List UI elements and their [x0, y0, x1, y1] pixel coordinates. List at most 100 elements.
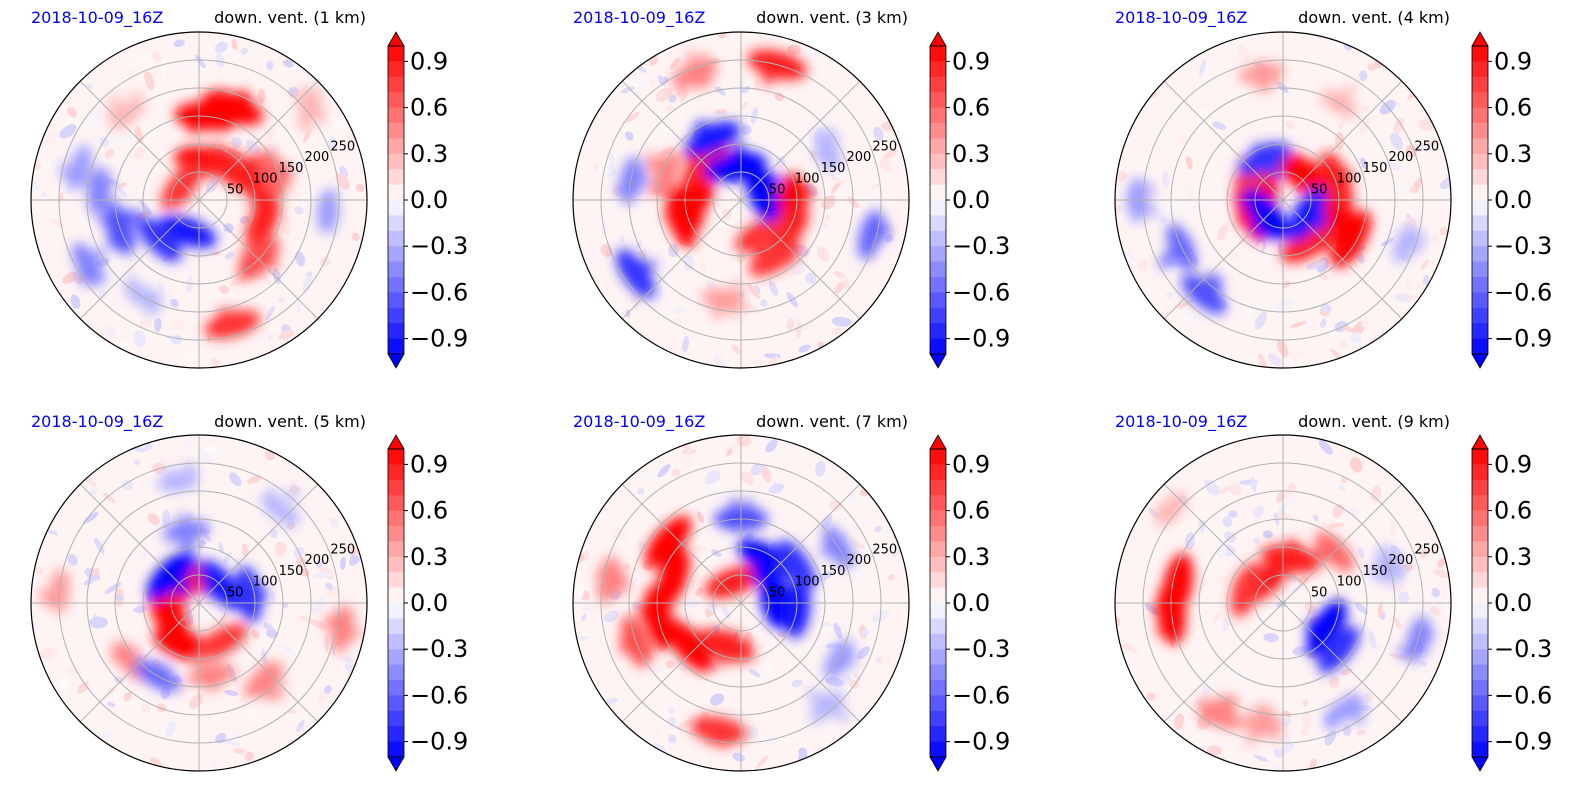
data-blob-fragment [705, 186, 715, 203]
texture-speckle [282, 602, 288, 609]
colorbar-segment [388, 710, 404, 727]
texture-speckle [1361, 105, 1370, 113]
texture-speckle [832, 168, 847, 180]
data-blob-fragment [269, 486, 277, 502]
colorbar-segment [930, 92, 946, 109]
texture-speckle [582, 158, 590, 166]
colorbar-segment [388, 479, 404, 496]
texture-speckle [90, 485, 98, 495]
texture-speckle [739, 101, 749, 111]
data-blob [644, 515, 692, 568]
texture-speckle [1389, 521, 1397, 536]
texture-speckle [1356, 729, 1366, 736]
texture-speckle [217, 613, 230, 625]
colorbar-segment [388, 618, 404, 635]
data-blob-fragment [173, 556, 193, 567]
texture-speckle [192, 607, 198, 620]
texture-speckle [1237, 45, 1250, 61]
colorbar-segment [388, 541, 404, 558]
data-blob-fragment [126, 273, 134, 293]
texture-speckle [671, 468, 680, 477]
data-blob-fragment [763, 69, 773, 86]
texture-speckle [67, 107, 78, 118]
colorbar-tick-label: 0.0 [952, 589, 990, 617]
colorbar-segment [1472, 107, 1488, 124]
colorbar-segment [1472, 741, 1488, 758]
colorbar-extend-high [1471, 434, 1489, 450]
texture-speckle [657, 464, 671, 478]
data-blob-fragment [261, 219, 274, 234]
texture-speckle [1306, 260, 1325, 270]
angular-grid-line [198, 483, 319, 604]
colorbar-segment [388, 138, 404, 155]
texture-speckle [1398, 185, 1408, 194]
colorbar-tick-label: 0.6 [1494, 497, 1532, 525]
texture-speckle [329, 518, 339, 527]
texture-speckle [874, 525, 882, 533]
texture-speckle [247, 475, 262, 485]
data-blob-fragment [1253, 721, 1265, 733]
angular-grid-line [1282, 80, 1403, 201]
colorbar-segment [930, 495, 946, 512]
texture-speckle [646, 667, 666, 673]
angular-grid-line [621, 602, 742, 723]
data-blob-fragment [258, 682, 272, 699]
data-blob-fragment [1396, 648, 1412, 659]
data-blob-fragment [1342, 84, 1356, 97]
data-blob-fragment [227, 322, 243, 330]
texture-speckle [711, 72, 729, 87]
data-blob [261, 493, 296, 524]
data-blob-fragment [1410, 637, 1430, 651]
colorbar-segment [1472, 215, 1488, 232]
texture-speckle [750, 107, 758, 124]
data-blob-fragment [785, 592, 800, 609]
colorbar-segment [930, 338, 946, 355]
colorbar-tick-label: −0.9 [952, 728, 1010, 756]
data-blob [158, 215, 217, 248]
data-blob-fragment [206, 567, 218, 578]
texture-speckle [83, 576, 97, 586]
radial-tick-label: 250 [872, 542, 897, 557]
colorbar-segment [388, 464, 404, 481]
panel-6: 2018-10-09_16Z down. vent. (9 km) 50 100150… [1114, 412, 1552, 772]
data-blob-fragment [813, 146, 827, 162]
data-blob-fragment [797, 185, 814, 199]
texture-speckle [1197, 579, 1208, 590]
texture-speckle [1350, 332, 1362, 344]
texture-speckle [1176, 299, 1194, 309]
texture-speckle [1398, 591, 1410, 604]
texture-speckle [760, 299, 768, 307]
data-blob-fragment [117, 645, 129, 655]
data-blob-fragment [1315, 544, 1328, 562]
texture-speckle [1358, 70, 1368, 82]
texture-speckle [1420, 259, 1429, 271]
colorbar-extend-high [387, 31, 405, 47]
texture-speckle [763, 662, 775, 672]
data-blob-fragment [615, 186, 629, 197]
data-blob-fragment [143, 290, 163, 298]
data-blob-fragment [622, 624, 634, 633]
panel-variable-label: down. vent. (4 km) [1298, 8, 1450, 27]
data-blob-fragment [831, 663, 844, 678]
colorbar-segment [388, 200, 404, 216]
texture-speckle [1349, 507, 1359, 516]
radial-tick-label: 100 [795, 575, 820, 590]
data-blob-fragment [735, 522, 752, 531]
texture-speckle [56, 526, 68, 539]
texture-speckle [185, 439, 193, 451]
polar-grid [1115, 435, 1451, 771]
data-blob-fragment [1264, 153, 1274, 165]
colorbar-tick-label: 0.6 [410, 94, 448, 122]
data-blob-fragment [844, 657, 856, 669]
data-blob-fragment [39, 588, 53, 606]
data-blob-fragment [1244, 176, 1259, 185]
data-blob-fragment [781, 180, 794, 202]
colorbar-segment [388, 246, 404, 263]
texture-speckle [209, 757, 219, 767]
texture-speckle [144, 442, 152, 452]
texture-speckle [667, 716, 677, 727]
texture-speckle [186, 275, 193, 293]
texture-speckle [1227, 510, 1238, 518]
texture-speckle [1276, 264, 1283, 271]
data-blob-fragment [640, 173, 650, 188]
